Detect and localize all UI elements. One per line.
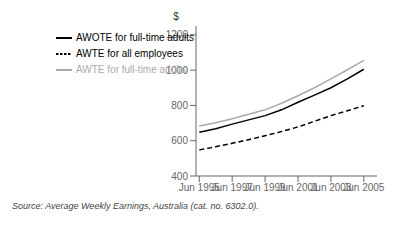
svg-text:800: 800 xyxy=(171,100,188,111)
svg-text:600: 600 xyxy=(171,135,188,146)
svg-text:1000: 1000 xyxy=(166,65,189,76)
svg-text:Jun 2005: Jun 2005 xyxy=(343,182,385,193)
svg-text:$: $ xyxy=(173,11,179,22)
svg-text:400: 400 xyxy=(171,171,188,182)
svg-text:1200: 1200 xyxy=(166,29,189,40)
